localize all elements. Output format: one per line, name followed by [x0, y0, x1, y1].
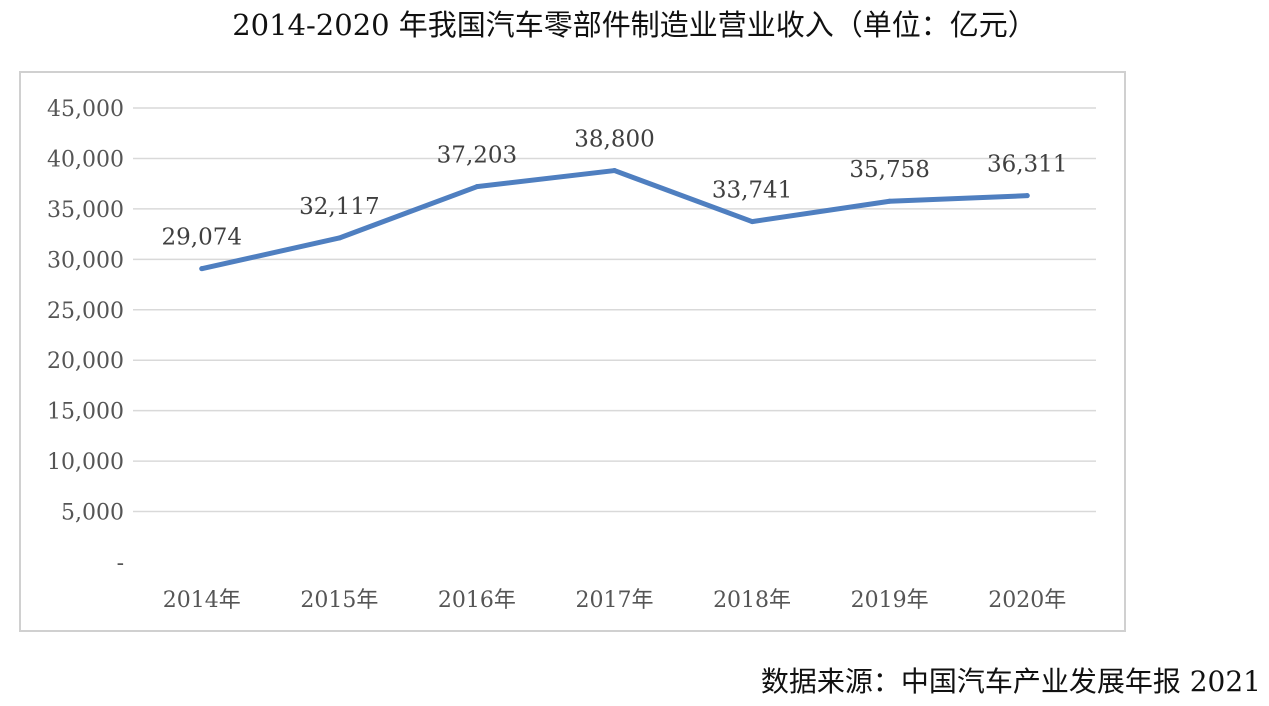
data-label: 33,741: [712, 178, 792, 204]
y-tick-label: 20,000: [47, 349, 124, 374]
x-tick-label: 2020年: [988, 588, 1066, 613]
y-tick-label: 35,000: [47, 198, 124, 223]
y-tick-label: 25,000: [47, 299, 124, 324]
y-tick-label: 30,000: [47, 248, 124, 273]
data-label: 32,117: [299, 194, 379, 220]
chart-area: - 5,000 10,000 15,000 20,000 25,000 30,000 35,0…: [19, 71, 1126, 632]
y-tick-label: 15,000: [47, 400, 124, 425]
data-label: 38,800: [574, 127, 654, 153]
data-point: [336, 235, 342, 241]
chart-title: 2014-2020 年我国汽车零部件制造业营业收入（单位：亿元）: [232, 8, 1037, 42]
x-tick-label: 2015年: [300, 588, 378, 613]
x-tick-label: 2018年: [713, 588, 791, 613]
data-source-note: 数据来源：中国汽车产业发展年报 2021: [760, 665, 1261, 698]
data-label: 37,203: [437, 143, 517, 169]
data-label: 35,758: [849, 157, 929, 183]
y-tick-label: 10,000: [47, 450, 124, 475]
data-point: [199, 266, 205, 272]
data-point: [612, 168, 617, 174]
x-tick-label: 2017年: [576, 588, 654, 613]
data-point: [887, 198, 893, 204]
data-label: 29,074: [162, 225, 242, 251]
y-tick-label: 40,000: [47, 147, 124, 172]
data-point: [749, 219, 755, 225]
x-tick-label: 2019年: [851, 588, 929, 613]
line-chart: - 5,000 10,000 15,000 20,000 25,000 30,000 35,0…: [47, 97, 1096, 613]
x-tick-label: 2016年: [438, 588, 516, 613]
data-point: [474, 184, 480, 190]
x-tick-label: 2014年: [163, 588, 241, 613]
data-point: [1024, 193, 1030, 199]
data-label: 36,311: [987, 152, 1067, 178]
y-tick-label: -: [117, 551, 124, 576]
y-tick-label: 45,000: [47, 97, 124, 122]
y-tick-label: 5,000: [61, 501, 124, 526]
